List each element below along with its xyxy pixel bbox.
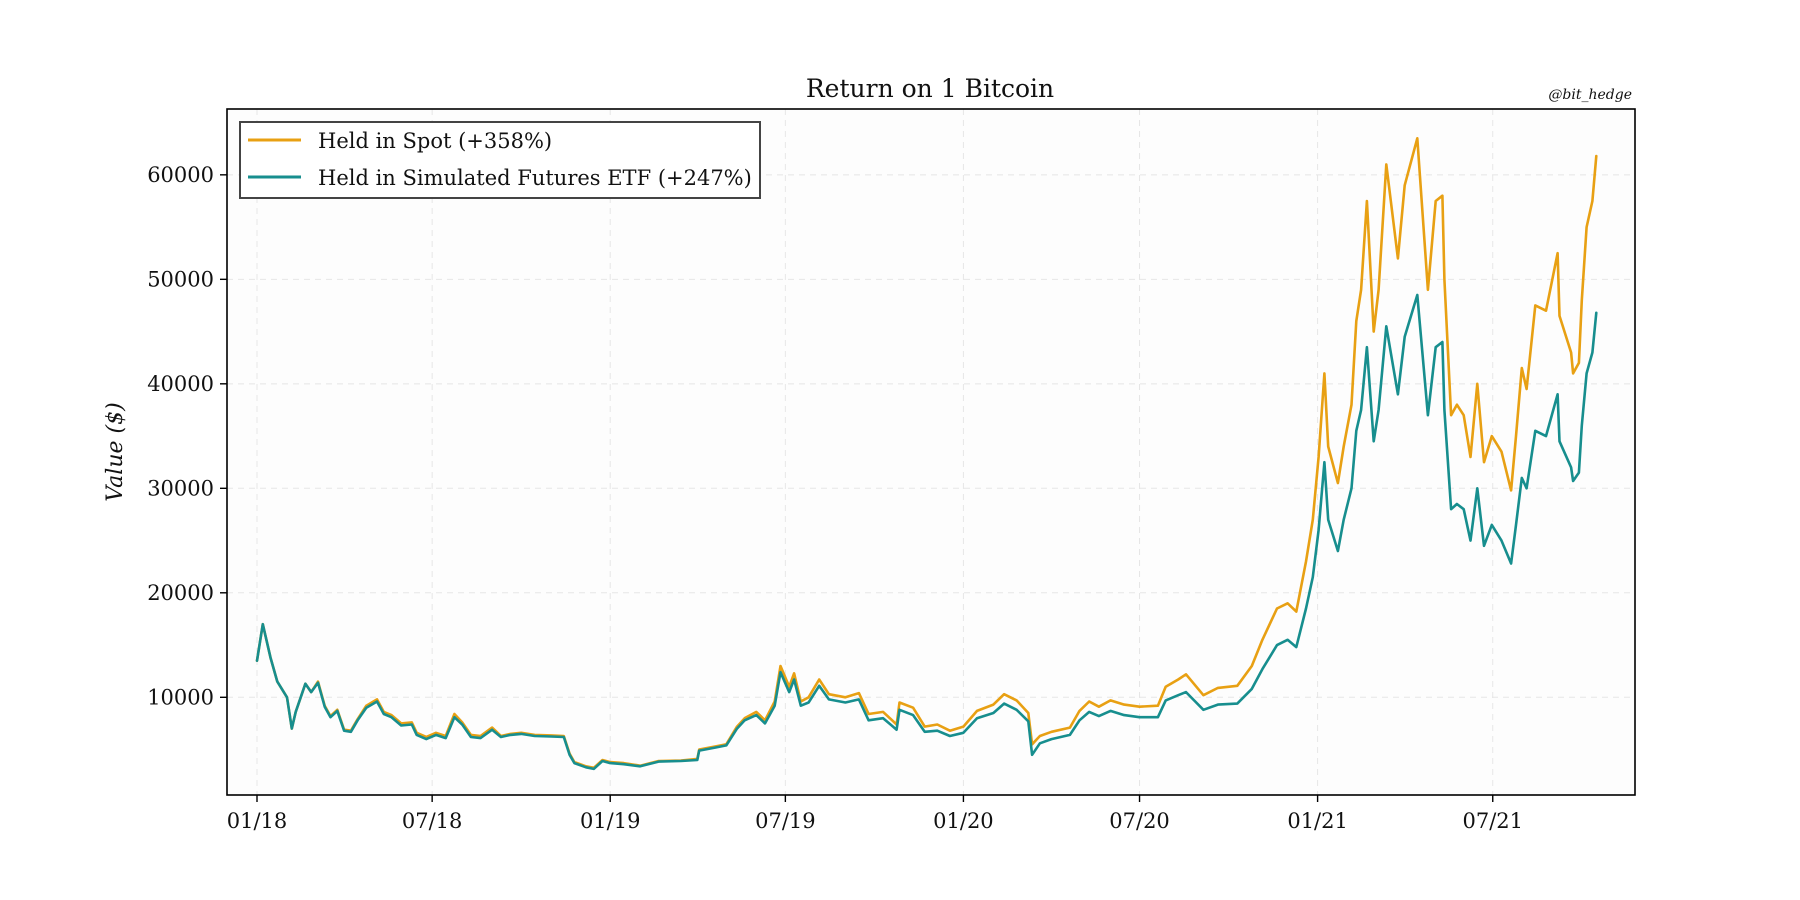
y-tick-label: 10000 (147, 685, 214, 709)
y-tick-label: 60000 (147, 163, 214, 187)
series-layer (255, 137, 1598, 771)
plot-area (227, 109, 1635, 795)
legend-label-spot: Held in Spot (+358%) (318, 129, 552, 153)
x-tick-label: 07/18 (402, 809, 463, 833)
x-tick-label: 01/19 (580, 809, 641, 833)
watermark: @bit_hedge (1548, 87, 1632, 103)
y-tick-label: 30000 (147, 476, 214, 500)
y-tick-label: 40000 (147, 372, 214, 396)
y-axis-label: Value ($) (103, 402, 128, 501)
series-line-spot (255, 137, 1598, 770)
legend-box (239, 121, 761, 199)
x-tick-label: 01/21 (1287, 809, 1348, 833)
legend: Held in Spot (+358%) Held in Simulated F… (239, 121, 761, 199)
x-tick-label: 01/18 (227, 809, 288, 833)
chart-title: Return on 1 Bitcoin (806, 74, 1054, 103)
x-tick-label: 07/21 (1462, 809, 1523, 833)
plot-frame (226, 108, 1636, 796)
y-axis: 10000 20000 30000 40000 50000 60000 (147, 163, 227, 709)
x-tick-label: 07/20 (1109, 809, 1170, 833)
x-tick-label: 01/20 (933, 809, 994, 833)
x-axis: 01/18 07/18 01/19 07/19 01/20 07/20 01/21 07/21 (227, 795, 1523, 833)
legend-label-futures-etf: Held in Simulated Futures ETF (+247%) (318, 166, 752, 190)
y-tick-label: 50000 (147, 267, 214, 291)
y-tick-label: 20000 (147, 581, 214, 605)
series-line-futures-etf (255, 293, 1598, 771)
x-tick-label: 07/19 (755, 809, 816, 833)
